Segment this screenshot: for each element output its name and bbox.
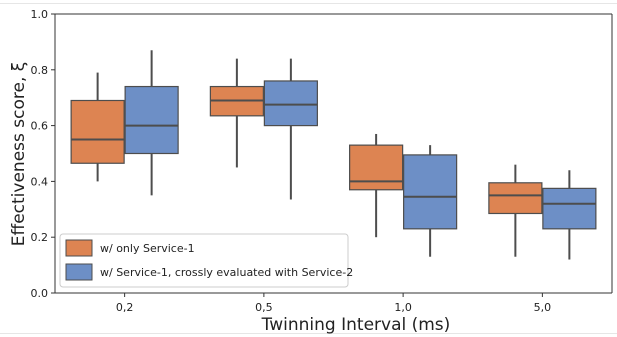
box <box>403 154 458 230</box>
axes: 0.0 0.2 0.4 0.6 0.8 1.0 0,2 0,5 1,0 5,0 <box>31 8 613 314</box>
y-tick-label: 0.2 <box>31 231 49 244</box>
y-tick-label: 0.4 <box>31 175 49 188</box>
top-rule <box>0 3 617 4</box>
legend-swatch <box>65 239 93 257</box>
x-tick-label: 0,2 <box>116 301 134 314</box>
box <box>488 182 543 215</box>
box <box>542 187 597 230</box>
y-axis-label: Effectiveness score, ξ <box>9 62 29 247</box>
box <box>263 80 318 127</box>
boxes <box>70 50 597 260</box>
legend-label: w/ Service-1, crossly evaluated with Ser… <box>100 266 353 279</box>
box <box>70 99 125 164</box>
box <box>349 144 404 191</box>
x-tick-label: 5,0 <box>534 301 552 314</box>
legend-label: w/ only Service-1 <box>100 242 195 255</box>
x-axis-label: Twinning Interval (ms) <box>261 315 451 335</box>
legend: w/ only Service-1 w/ Service-1, crossly e… <box>59 233 353 288</box>
bottom-rule <box>0 333 617 334</box>
legend-swatch <box>65 263 93 281</box>
y-tick-label: 0.0 <box>31 287 49 300</box>
y-tick-label: 0.8 <box>31 64 49 77</box>
box <box>124 85 179 155</box>
x-tick-label: 0,5 <box>255 301 273 314</box>
y-tick-label: 0.6 <box>31 120 49 133</box>
legend-box <box>59 233 349 288</box>
x-tick-label: 1,0 <box>394 301 412 314</box>
y-tick-label: 1.0 <box>31 8 49 21</box>
